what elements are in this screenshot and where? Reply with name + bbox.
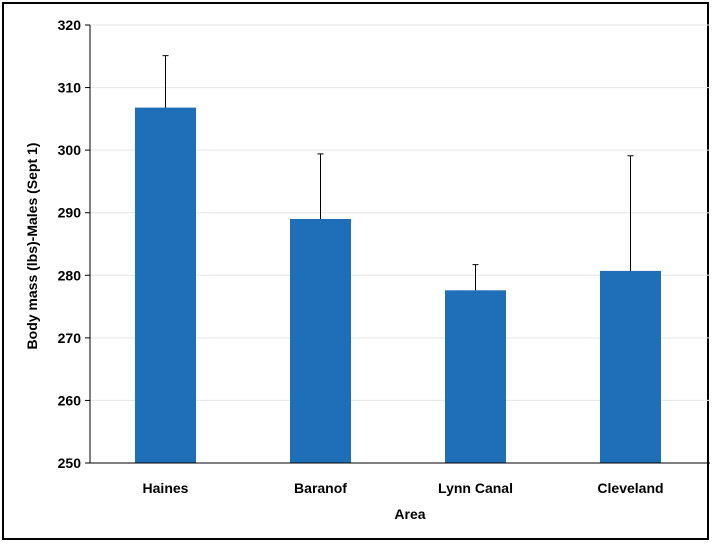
y-tick-label: 310 <box>58 80 82 96</box>
bar-haines <box>135 107 196 463</box>
bar-cleveland <box>600 270 661 463</box>
error-bars <box>162 55 634 291</box>
y-axis-title: Body mass (lbs)-Males (Sept 1) <box>24 143 40 350</box>
y-tick-label: 280 <box>58 267 82 283</box>
y-tick-label: 260 <box>58 392 82 408</box>
axes <box>89 25 710 464</box>
y-tick-label: 300 <box>58 142 82 158</box>
bar-baranof <box>290 218 351 463</box>
chart-frame <box>2 2 709 540</box>
y-tick-label: 290 <box>58 205 82 221</box>
x-tick-label: Cleveland <box>597 480 663 496</box>
bar-lynn-canal <box>445 290 506 463</box>
y-tick-label: 320 <box>58 17 82 33</box>
x-tick-label: Baranof <box>294 480 347 496</box>
x-axis-title: Area <box>394 506 425 522</box>
y-tick-label: 270 <box>58 330 82 346</box>
x-tick-label: Lynn Canal <box>438 480 513 496</box>
y-tick-label: 250 <box>58 455 82 471</box>
x-tick-label: Haines <box>143 480 189 496</box>
y-tick-labels: 250 260 270 280 290 300 310 320 <box>58 17 90 471</box>
bars <box>135 107 661 463</box>
x-tick-labels: Haines Baranof Lynn Canal Cleveland <box>143 480 664 496</box>
